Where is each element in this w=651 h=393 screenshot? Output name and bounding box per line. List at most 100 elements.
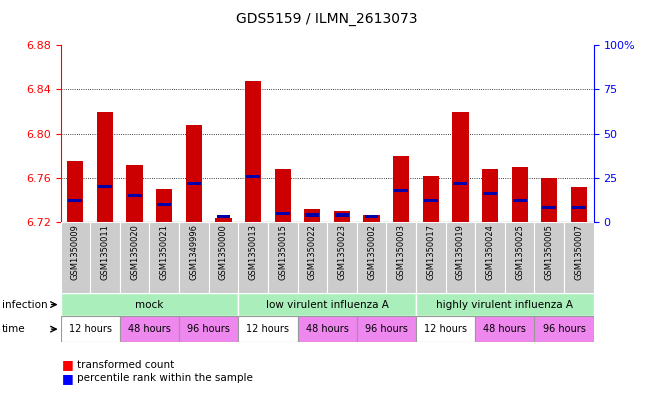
Bar (238, 293, 416, 316)
Text: ■: ■ (62, 358, 74, 371)
Text: highly virulent influenza A: highly virulent influenza A (436, 299, 574, 310)
Bar (363, 215, 380, 222)
Text: GSM1350023: GSM1350023 (337, 224, 346, 280)
Bar (395, 189, 408, 192)
Bar (542, 206, 556, 209)
Text: mock: mock (135, 299, 163, 310)
Bar (149, 222, 179, 295)
Text: GSM1350005: GSM1350005 (545, 224, 554, 280)
Bar (238, 222, 268, 295)
Text: percentile rank within the sample: percentile rank within the sample (77, 373, 253, 383)
Bar (387, 222, 416, 295)
Text: GSM1350003: GSM1350003 (396, 224, 406, 280)
Text: 96 hours: 96 hours (543, 324, 585, 334)
Text: GSM1350009: GSM1350009 (71, 224, 80, 280)
Bar (365, 215, 378, 218)
Text: 12 hours: 12 hours (68, 324, 112, 334)
Bar (298, 316, 357, 342)
Bar (158, 203, 171, 206)
Bar (276, 212, 290, 215)
Bar (454, 182, 467, 185)
Text: GSM1350024: GSM1350024 (486, 224, 495, 280)
Bar (572, 206, 586, 209)
Bar (126, 165, 143, 222)
Text: GSM1350007: GSM1350007 (574, 224, 583, 280)
Text: low virulent influenza A: low virulent influenza A (266, 299, 389, 310)
Bar (422, 176, 439, 222)
Bar (445, 222, 475, 295)
Bar (186, 125, 202, 222)
Bar (357, 316, 416, 342)
Text: ■: ■ (62, 371, 74, 385)
Bar (571, 187, 587, 222)
Bar (67, 161, 83, 222)
Text: GDS5159 / ILMN_2613073: GDS5159 / ILMN_2613073 (236, 11, 418, 26)
Text: 96 hours: 96 hours (187, 324, 230, 334)
Bar (505, 222, 534, 295)
Bar (275, 169, 291, 222)
Bar (534, 316, 594, 342)
Bar (416, 222, 445, 295)
Bar (156, 189, 173, 222)
Bar (483, 192, 497, 195)
Bar (268, 222, 298, 295)
Bar (513, 199, 527, 202)
Text: GSM1350011: GSM1350011 (100, 224, 109, 280)
Text: GSM1350015: GSM1350015 (278, 224, 287, 280)
Bar (120, 222, 149, 295)
Bar (90, 222, 120, 295)
Bar (475, 222, 505, 295)
Text: GSM1349996: GSM1349996 (189, 224, 199, 280)
Text: 48 hours: 48 hours (484, 324, 526, 334)
Bar (187, 182, 201, 185)
Text: 96 hours: 96 hours (365, 324, 408, 334)
Bar (327, 222, 357, 295)
Bar (246, 174, 260, 178)
Text: 48 hours: 48 hours (128, 324, 171, 334)
Text: GSM1350022: GSM1350022 (308, 224, 317, 280)
Text: GSM1350020: GSM1350020 (130, 224, 139, 280)
Text: 48 hours: 48 hours (306, 324, 348, 334)
Bar (564, 222, 594, 295)
Bar (534, 222, 564, 295)
Bar (452, 112, 469, 222)
Bar (238, 316, 298, 342)
Bar (305, 213, 319, 217)
Bar (179, 316, 238, 342)
Text: GSM1350025: GSM1350025 (515, 224, 524, 280)
Bar (61, 222, 90, 295)
Text: 12 hours: 12 hours (424, 324, 467, 334)
Bar (512, 167, 528, 222)
Text: GSM1350021: GSM1350021 (159, 224, 169, 280)
Bar (482, 169, 498, 222)
Bar (217, 215, 230, 218)
Bar (393, 156, 409, 222)
Bar (416, 293, 594, 316)
Text: 12 hours: 12 hours (246, 324, 290, 334)
Text: GSM1350017: GSM1350017 (426, 224, 436, 280)
Bar (61, 293, 238, 316)
Bar (298, 222, 327, 295)
Bar (334, 211, 350, 222)
Bar (245, 81, 261, 222)
Text: transformed count: transformed count (77, 360, 174, 370)
Bar (304, 209, 320, 222)
Bar (416, 316, 475, 342)
Bar (120, 316, 179, 342)
Text: GSM1350000: GSM1350000 (219, 224, 228, 280)
Bar (541, 178, 557, 222)
Text: GSM1350013: GSM1350013 (249, 224, 258, 280)
Bar (335, 213, 349, 217)
Bar (475, 316, 534, 342)
Text: time: time (2, 324, 25, 334)
Bar (357, 222, 387, 295)
Bar (98, 185, 112, 188)
Bar (61, 316, 120, 342)
Text: infection: infection (2, 299, 48, 310)
Text: GSM1350002: GSM1350002 (367, 224, 376, 280)
Text: GSM1350019: GSM1350019 (456, 224, 465, 280)
Bar (128, 194, 141, 197)
Bar (97, 112, 113, 222)
Bar (215, 218, 232, 222)
Bar (208, 222, 238, 295)
